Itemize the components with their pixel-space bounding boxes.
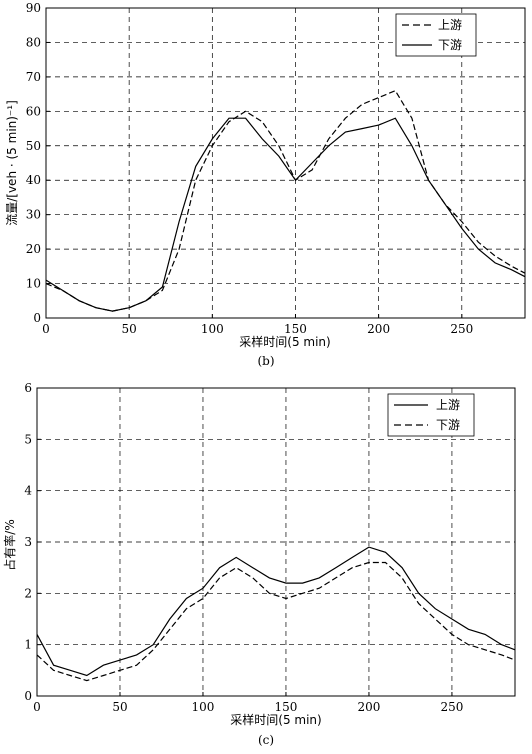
x-tick-label: 100 bbox=[192, 700, 215, 714]
y-tick-label: 30 bbox=[26, 208, 41, 222]
y-tick-label: 4 bbox=[24, 484, 32, 498]
flow-chart-panel: 0 10 20 30 40 50 60 70 80 90 0 50 100 150 200 250 采样时间… bbox=[5, 1, 526, 368]
y-tick-label: 60 bbox=[26, 104, 41, 118]
series-line-downstream bbox=[45, 117, 526, 312]
y-tick-label: 2 bbox=[24, 586, 32, 600]
y-tick-label: 70 bbox=[26, 70, 41, 84]
y-tick-label: 0 bbox=[24, 689, 32, 703]
series-line-upstream bbox=[45, 89, 526, 312]
y-tick-label: 5 bbox=[24, 432, 32, 446]
x-tick-label: 100 bbox=[201, 322, 224, 336]
y-tick-label: 3 bbox=[24, 535, 32, 549]
x-tick-label: 200 bbox=[367, 322, 390, 336]
panel-label: (c) bbox=[258, 733, 274, 747]
y-tick-label: 6 bbox=[24, 381, 32, 395]
legend-box bbox=[395, 13, 477, 57]
x-tick-label: 150 bbox=[284, 322, 307, 336]
x-tick-label: 250 bbox=[440, 700, 463, 714]
legend-label-downstream: 下游 bbox=[436, 418, 460, 432]
y-tick-label: 0 bbox=[33, 311, 41, 325]
y-tick-label: 20 bbox=[26, 242, 41, 256]
x-tick-label: 50 bbox=[122, 322, 137, 336]
x-axis-label: 采样时间(5 min) bbox=[239, 334, 330, 349]
y-axis-label: 占有率/% bbox=[2, 519, 17, 570]
x-tick-label: 0 bbox=[42, 322, 50, 336]
x-axis-label: 采样时间(5 min) bbox=[230, 712, 321, 727]
plot-frame bbox=[45, 7, 526, 319]
y-tick-label: 80 bbox=[26, 35, 41, 49]
y-tick-label: 50 bbox=[26, 139, 41, 153]
legend: 上游 下游 bbox=[387, 393, 475, 437]
legend-label-upstream: 上游 bbox=[438, 18, 462, 32]
y-tick-label: 40 bbox=[26, 173, 41, 187]
y-tick-label: 10 bbox=[26, 277, 41, 291]
y-tick-label: 90 bbox=[26, 1, 41, 15]
x-tick-label: 50 bbox=[112, 700, 127, 714]
y-axis-label: 流量/[veh · (5 min)⁻¹] bbox=[5, 100, 19, 226]
x-tick-label: 0 bbox=[33, 700, 41, 714]
x-tick-label: 150 bbox=[275, 700, 298, 714]
legend-label-downstream: 下游 bbox=[438, 38, 462, 52]
series-line-upstream bbox=[36, 546, 516, 677]
legend-box bbox=[387, 393, 475, 437]
legend: 上游 下游 bbox=[395, 13, 477, 57]
legend-label-upstream: 上游 bbox=[436, 398, 460, 412]
series-line-downstream bbox=[36, 561, 516, 682]
panel-label: (b) bbox=[257, 354, 274, 368]
y-tick-label: 1 bbox=[24, 638, 32, 652]
x-tick-label: 200 bbox=[357, 700, 380, 714]
x-tick-label: 250 bbox=[450, 322, 473, 336]
